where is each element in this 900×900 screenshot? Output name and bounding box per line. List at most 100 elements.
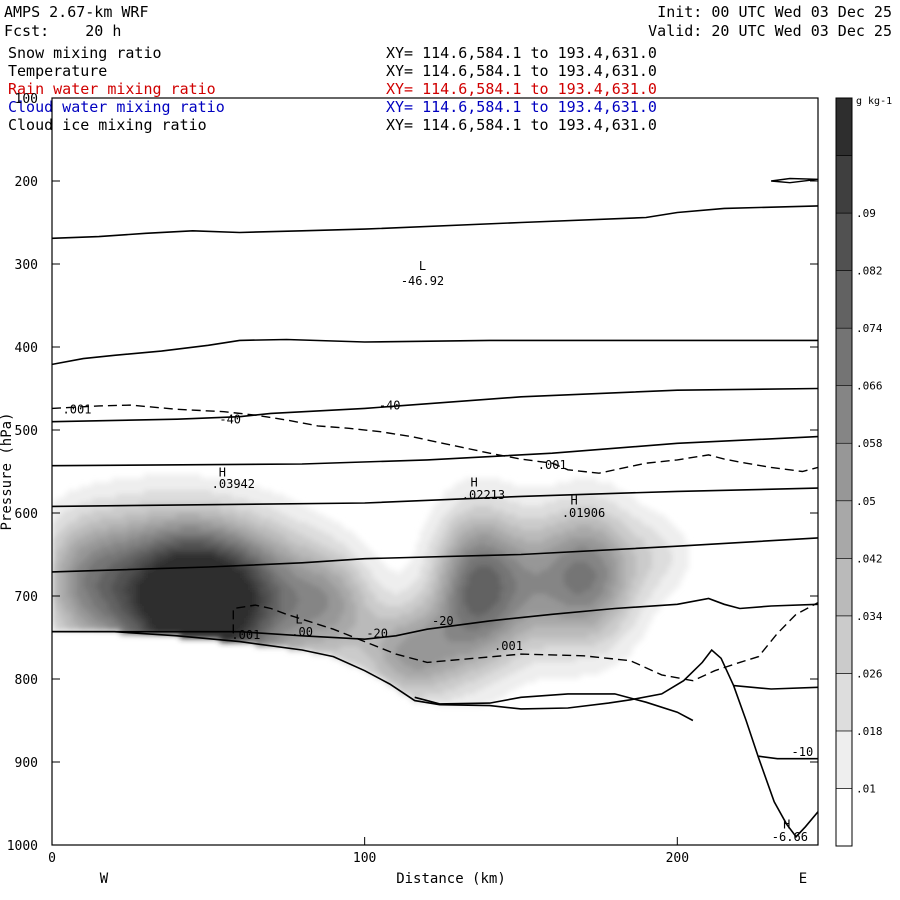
snow-shade-cell [364, 546, 369, 551]
snow-shade-cell [684, 566, 689, 571]
snow-shade-cell [628, 570, 633, 575]
snow-shade-cell [440, 526, 445, 531]
snow-shade-cell [508, 618, 513, 623]
snow-shade-cell [208, 562, 213, 567]
snow-shade-cell [160, 598, 165, 603]
snow-shade-cell [464, 494, 469, 499]
snow-shade-cell [60, 498, 65, 503]
snow-shade-cell [88, 510, 93, 515]
snow-shade-cell [620, 562, 625, 567]
snow-shade-cell [640, 614, 645, 619]
snow-shade-cell [608, 526, 613, 531]
snow-shade-cell [156, 570, 161, 575]
snow-shade-cell [260, 582, 265, 587]
snow-shade-cell [168, 550, 173, 555]
snow-shade-cell [124, 594, 129, 599]
snow-shade-cell [232, 602, 237, 607]
forecast-hour: Fcst: 20 h [4, 22, 122, 40]
snow-shade-cell [504, 502, 509, 507]
snow-shade-cell [124, 606, 129, 611]
snow-shade-cell [108, 502, 113, 507]
snow-shade-cell [516, 594, 521, 599]
snow-shade-cell [228, 610, 233, 615]
snow-shade-cell [228, 558, 233, 563]
snow-shade-cell [388, 614, 393, 619]
snow-shade-cell [124, 550, 129, 555]
snow-shade-cell [140, 542, 145, 547]
snow-shade-cell [108, 530, 113, 535]
snow-shade-cell [328, 602, 333, 607]
snow-shade-cell [140, 598, 145, 603]
snow-shade-cell [240, 542, 245, 547]
snow-shade-cell [332, 522, 337, 527]
snow-shade-cell [144, 474, 149, 479]
snow-shade-cell [396, 582, 401, 587]
snow-shade-cell [484, 562, 489, 567]
snow-shade-cell [120, 530, 125, 535]
snow-shade-cell [544, 514, 549, 519]
snow-shade-cell [120, 510, 125, 515]
snow-shade-cell [580, 550, 585, 555]
snow-shade-cell [600, 530, 605, 535]
snow-shade-cell [532, 574, 537, 579]
snow-shade-cell [448, 514, 453, 519]
snow-shade-cell [496, 594, 501, 599]
snow-shade-cell [512, 506, 517, 511]
snow-shade-cell [116, 598, 121, 603]
snow-shade-cell [504, 586, 509, 591]
snow-shade-cell [408, 610, 413, 615]
snow-shade-cell [192, 474, 197, 479]
snow-shade-cell [232, 582, 237, 587]
snow-shade-cell [640, 554, 645, 559]
snow-shade-cell [144, 582, 149, 587]
snow-shade-cell [264, 550, 269, 555]
snow-shade-cell [456, 602, 461, 607]
snow-shade-cell [476, 594, 481, 599]
snow-shade-cell [212, 602, 217, 607]
snow-shade-cell [344, 602, 349, 607]
snow-shade-cell [588, 518, 593, 523]
snow-shade-cell [332, 554, 337, 559]
snow-shade-cell [472, 546, 477, 551]
snow-shade-cell [528, 486, 533, 491]
snow-shade-cell [208, 570, 213, 575]
snow-shade-cell [448, 502, 453, 507]
snow-shade-cell [320, 542, 325, 547]
snow-shade-cell [572, 566, 577, 571]
snow-shade-cell [612, 574, 617, 579]
snow-shade-cell [512, 606, 517, 611]
snow-shade-cell [604, 582, 609, 587]
snow-shade-cell [636, 562, 641, 567]
snow-shade-cell [424, 610, 429, 615]
snow-shade-cell [636, 590, 641, 595]
snow-shade-cell [420, 586, 425, 591]
snow-shade-cell [572, 606, 577, 611]
snow-shade-cell [228, 566, 233, 571]
snow-shade-cell [76, 570, 81, 575]
snow-shade-cell [336, 522, 341, 527]
snow-shade-cell [100, 594, 105, 599]
snow-shade-cell [60, 590, 65, 595]
snow-shade-cell [528, 546, 533, 551]
snow-shade-cell [88, 602, 93, 607]
snow-shade-cell [84, 578, 89, 583]
snow-shade-cell [292, 570, 297, 575]
snow-shade-cell [620, 506, 625, 511]
snow-shade-cell [204, 538, 209, 543]
snow-shade-cell [516, 514, 521, 519]
snow-shade-cell [436, 602, 441, 607]
snow-shade-cell [268, 622, 273, 627]
snow-shade-cell [104, 578, 109, 583]
snow-shade-cell [488, 598, 493, 603]
snow-shade-cell [564, 570, 569, 575]
snow-shade-cell [252, 506, 257, 511]
snow-shade-cell [304, 534, 309, 539]
snow-shade-cell [440, 610, 445, 615]
snow-shade-cell [192, 594, 197, 599]
snow-shade-cell [568, 614, 573, 619]
snow-shade-cell [636, 510, 641, 515]
snow-shade-cell [324, 570, 329, 575]
snow-shade-cell [128, 614, 133, 619]
snow-shade-cell [396, 622, 401, 627]
snow-shade-cell [456, 514, 461, 519]
